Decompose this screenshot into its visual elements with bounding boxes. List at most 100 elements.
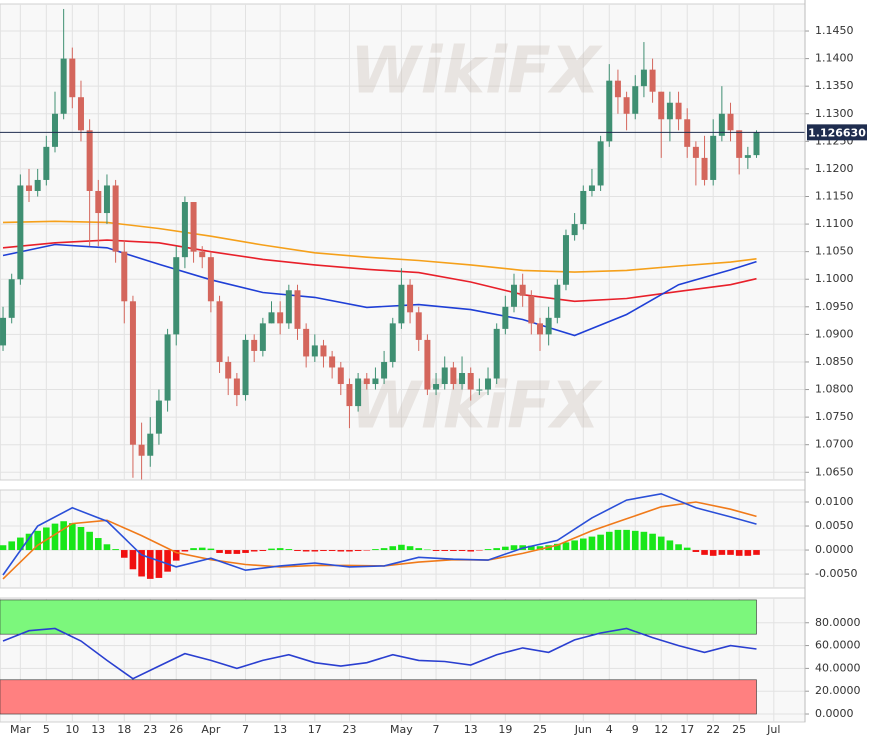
- candle-body: [666, 102, 673, 120]
- panel: [0, 598, 805, 722]
- candle-body: [155, 400, 162, 434]
- panel: WikiFX WikiFX: [0, 4, 805, 480]
- histogram-bar: [112, 549, 119, 551]
- histogram-bar: [623, 529, 630, 551]
- histogram-bar: [432, 550, 440, 552]
- histogram-bar: [493, 548, 500, 551]
- histogram-bar: [753, 550, 760, 555]
- candle-body: [640, 69, 647, 87]
- candle-body: [190, 202, 197, 252]
- candle-body: [528, 295, 535, 324]
- histogram-bar: [164, 550, 171, 572]
- candle-body: [710, 135, 717, 180]
- candle-body: [26, 185, 33, 191]
- x-tick-label: Jul: [766, 723, 780, 736]
- candle-body: [77, 97, 84, 131]
- histogram-bar: [354, 550, 362, 552]
- candle-body: [129, 301, 136, 445]
- histogram-bar: [605, 531, 613, 551]
- y-tick-label: 1.1350: [815, 79, 854, 92]
- y-tick-label: 1.0850: [815, 355, 854, 368]
- x-tick-label: 26: [169, 723, 183, 736]
- histogram-bar: [302, 550, 310, 552]
- candle-body: [701, 157, 708, 180]
- histogram-bar: [727, 550, 734, 555]
- histogram-bar: [588, 536, 596, 551]
- candle-body: [476, 389, 483, 391]
- candle-body: [181, 202, 188, 258]
- histogram-bar: [34, 530, 41, 551]
- histogram-bar: [94, 538, 102, 551]
- candle-body: [233, 378, 240, 396]
- indicator-line: [2, 627, 757, 680]
- histogram-bar: [718, 550, 726, 555]
- histogram-bar: [51, 523, 59, 551]
- candle-body: [242, 339, 249, 396]
- histogram-bar: [328, 550, 336, 552]
- candle-body: [467, 372, 474, 390]
- histogram-bar: [683, 547, 691, 551]
- y-tick-label: 1.1100: [815, 217, 854, 230]
- candle-body: [450, 367, 457, 385]
- indicator-line: [2, 220, 757, 273]
- candle-body: [744, 155, 751, 158]
- histogram-bar: [155, 550, 163, 578]
- histogram-bar: [138, 550, 145, 577]
- histogram-bar: [242, 550, 249, 553]
- histogram-bar: [25, 533, 33, 551]
- candle-body: [199, 251, 206, 258]
- candle-body: [459, 372, 466, 385]
- candle-body: [337, 367, 344, 385]
- y-tick-label: 20.0000: [815, 684, 861, 697]
- histogram-bar: [398, 544, 405, 551]
- histogram-bar: [129, 550, 137, 570]
- histogram-bar: [631, 530, 639, 551]
- candle-body: [424, 339, 431, 390]
- candle-body: [433, 384, 440, 390]
- candle-body: [632, 86, 639, 114]
- histogram-bar: [441, 550, 449, 552]
- histogram-bar: [528, 545, 535, 551]
- candle-body: [147, 433, 154, 456]
- candle-body: [753, 132, 760, 156]
- histogram-bar: [380, 548, 388, 551]
- candle-body: [51, 113, 58, 147]
- y-tick-label: 1.1450: [815, 24, 854, 37]
- candle-body: [346, 384, 353, 407]
- histogram-bar: [8, 541, 15, 551]
- y-tick-label: 1.0900: [815, 327, 854, 340]
- candle-body: [571, 224, 578, 236]
- histogram-bar: [0, 545, 7, 551]
- x-tick-label: 13: [464, 723, 478, 736]
- watermark: WikiFX: [350, 370, 603, 444]
- candle-body: [658, 91, 665, 120]
- y-tick-label: 1.0700: [815, 438, 854, 451]
- y-tick-label: 0.0000: [815, 707, 854, 720]
- histogram-bar: [285, 549, 293, 551]
- candle-body: [597, 141, 604, 186]
- indicator-line: [2, 239, 757, 303]
- y-tick-label: 1.0650: [815, 465, 854, 478]
- y-tick-label: 1.1150: [815, 189, 854, 202]
- x-tick-label: Mar: [10, 723, 31, 736]
- histogram-bar: [146, 550, 154, 579]
- x-tick-label: May: [390, 723, 413, 736]
- x-tick-label: 4: [606, 723, 613, 736]
- candle-body: [536, 323, 543, 335]
- panel-background: [0, 489, 806, 589]
- candle-body: [363, 378, 370, 385]
- candle-body: [736, 130, 743, 158]
- candle-body: [285, 290, 292, 324]
- histogram-bar: [675, 544, 682, 551]
- candle-body: [398, 284, 405, 324]
- histogram-bar: [415, 548, 423, 551]
- candle-body: [0, 317, 7, 346]
- histogram-bar: [17, 537, 24, 551]
- histogram-bar: [120, 550, 128, 558]
- candle-body: [121, 251, 128, 302]
- indicator-line: [2, 492, 757, 576]
- histogram-bar: [597, 534, 604, 551]
- histogram-bar: [450, 550, 457, 552]
- histogram-bar: [233, 550, 241, 554]
- x-tick-label: 10: [65, 723, 79, 736]
